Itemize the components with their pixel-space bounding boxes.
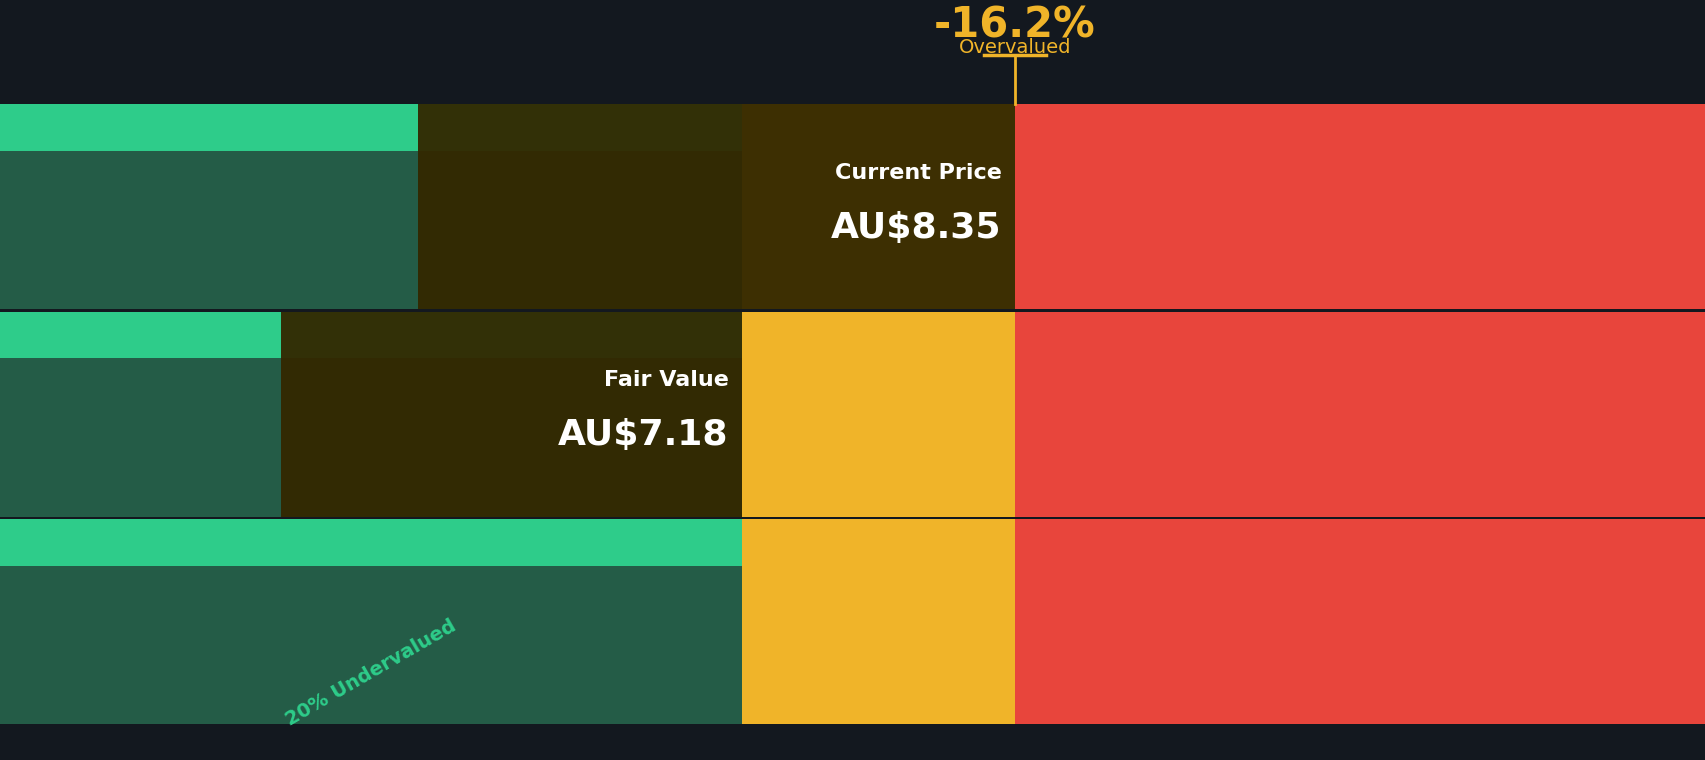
Bar xyxy=(281,312,742,517)
Bar xyxy=(742,565,1014,724)
Bar xyxy=(1014,358,1705,517)
Bar xyxy=(0,312,742,358)
Text: Current Price: Current Price xyxy=(834,163,1001,183)
Bar xyxy=(0,104,742,151)
Bar xyxy=(1014,519,1705,565)
Text: AU$8.35: AU$8.35 xyxy=(830,211,1001,245)
Text: 20% Undervalued: 20% Undervalued xyxy=(283,617,459,730)
Text: 20% Overvalued: 20% Overvalued xyxy=(1277,620,1442,727)
Bar xyxy=(1014,565,1705,724)
Bar xyxy=(0,519,742,565)
Bar xyxy=(0,151,742,309)
Text: Overvalued: Overvalued xyxy=(958,38,1071,57)
Bar xyxy=(0,565,742,724)
Bar xyxy=(742,312,1014,358)
Bar xyxy=(742,358,1014,517)
Bar xyxy=(1014,104,1705,151)
Bar xyxy=(742,151,1014,309)
Text: About Right: About Right xyxy=(817,632,939,714)
Bar xyxy=(0,358,742,517)
Bar xyxy=(418,104,1014,309)
Text: AU$7.18: AU$7.18 xyxy=(558,418,728,452)
Text: -16.2%: -16.2% xyxy=(934,5,1095,46)
Bar xyxy=(1014,151,1705,309)
Bar xyxy=(1014,312,1705,358)
Text: Fair Value: Fair Value xyxy=(604,370,728,390)
Bar xyxy=(742,104,1014,151)
Bar xyxy=(742,519,1014,565)
